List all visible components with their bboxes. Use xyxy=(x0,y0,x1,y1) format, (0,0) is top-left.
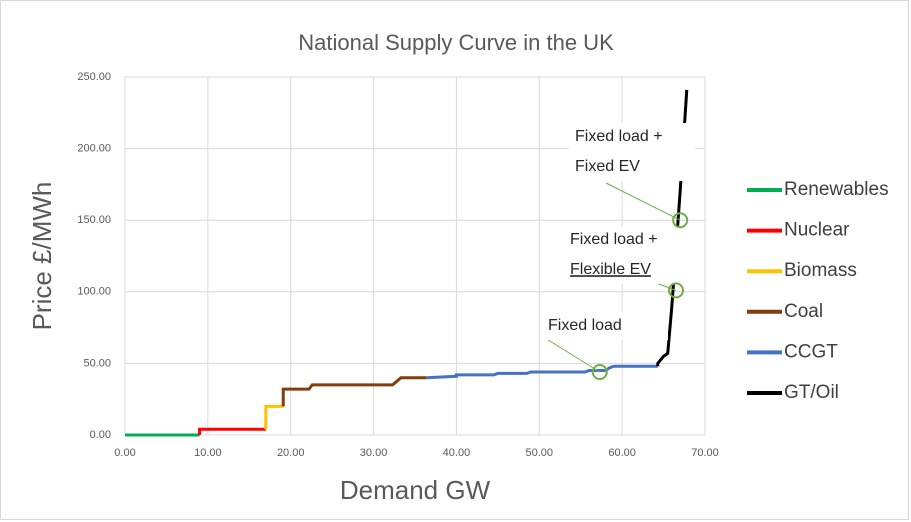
x-tick-label: 60.00 xyxy=(608,447,636,459)
annotation-box xyxy=(569,123,695,181)
annotation-marker xyxy=(672,212,689,229)
annotation-box xyxy=(542,312,668,340)
legend-label: GT/Oil xyxy=(784,382,839,403)
series-line xyxy=(281,376,427,407)
x-axis-title: Demand GW xyxy=(340,475,491,505)
leader-line xyxy=(544,337,601,373)
x-tick-label: 0.00 xyxy=(114,447,135,459)
legend-label: Nuclear xyxy=(784,220,850,241)
annotation-box xyxy=(564,226,690,284)
y-tick-label: 250.00 xyxy=(77,71,111,83)
legend-label: Biomass xyxy=(784,260,857,281)
chart-title: National Supply Curve in the UK xyxy=(298,30,614,55)
y-tick-label: 100.00 xyxy=(77,286,111,298)
x-tick-label: 40.00 xyxy=(443,447,471,459)
series-line xyxy=(656,89,689,367)
y-tick-label: 0.00 xyxy=(90,429,111,441)
leader-line xyxy=(605,182,681,221)
y-axis-title: Price £/MWh xyxy=(27,182,57,331)
x-tick-label: 30.00 xyxy=(360,447,388,459)
y-tick-label: 150.00 xyxy=(77,214,111,226)
x-tick-label: 70.00 xyxy=(691,447,719,459)
series-line xyxy=(198,427,266,435)
legend-label: Coal xyxy=(784,301,823,322)
y-tick-label: 200.00 xyxy=(77,143,111,155)
legend-label: Renewables xyxy=(784,179,889,200)
annotation-text: Fixed load xyxy=(548,317,622,334)
x-tick-label: 20.00 xyxy=(277,447,305,459)
y-tick-label: 50.00 xyxy=(83,357,111,369)
annotation-text: Fixed load + xyxy=(570,231,658,248)
x-tick-label: 10.00 xyxy=(194,447,222,459)
legend-label: CCGT xyxy=(784,341,838,362)
annotation-marker xyxy=(668,282,684,299)
annotation-text: Flexible EV xyxy=(570,261,651,278)
series-line xyxy=(426,364,658,380)
series-line xyxy=(264,404,284,430)
annotation-text: Fixed EV xyxy=(575,158,640,175)
x-tick-label: 50.00 xyxy=(526,447,554,459)
annotation-text: Fixed load + xyxy=(575,128,663,145)
annotation-marker xyxy=(591,363,608,380)
